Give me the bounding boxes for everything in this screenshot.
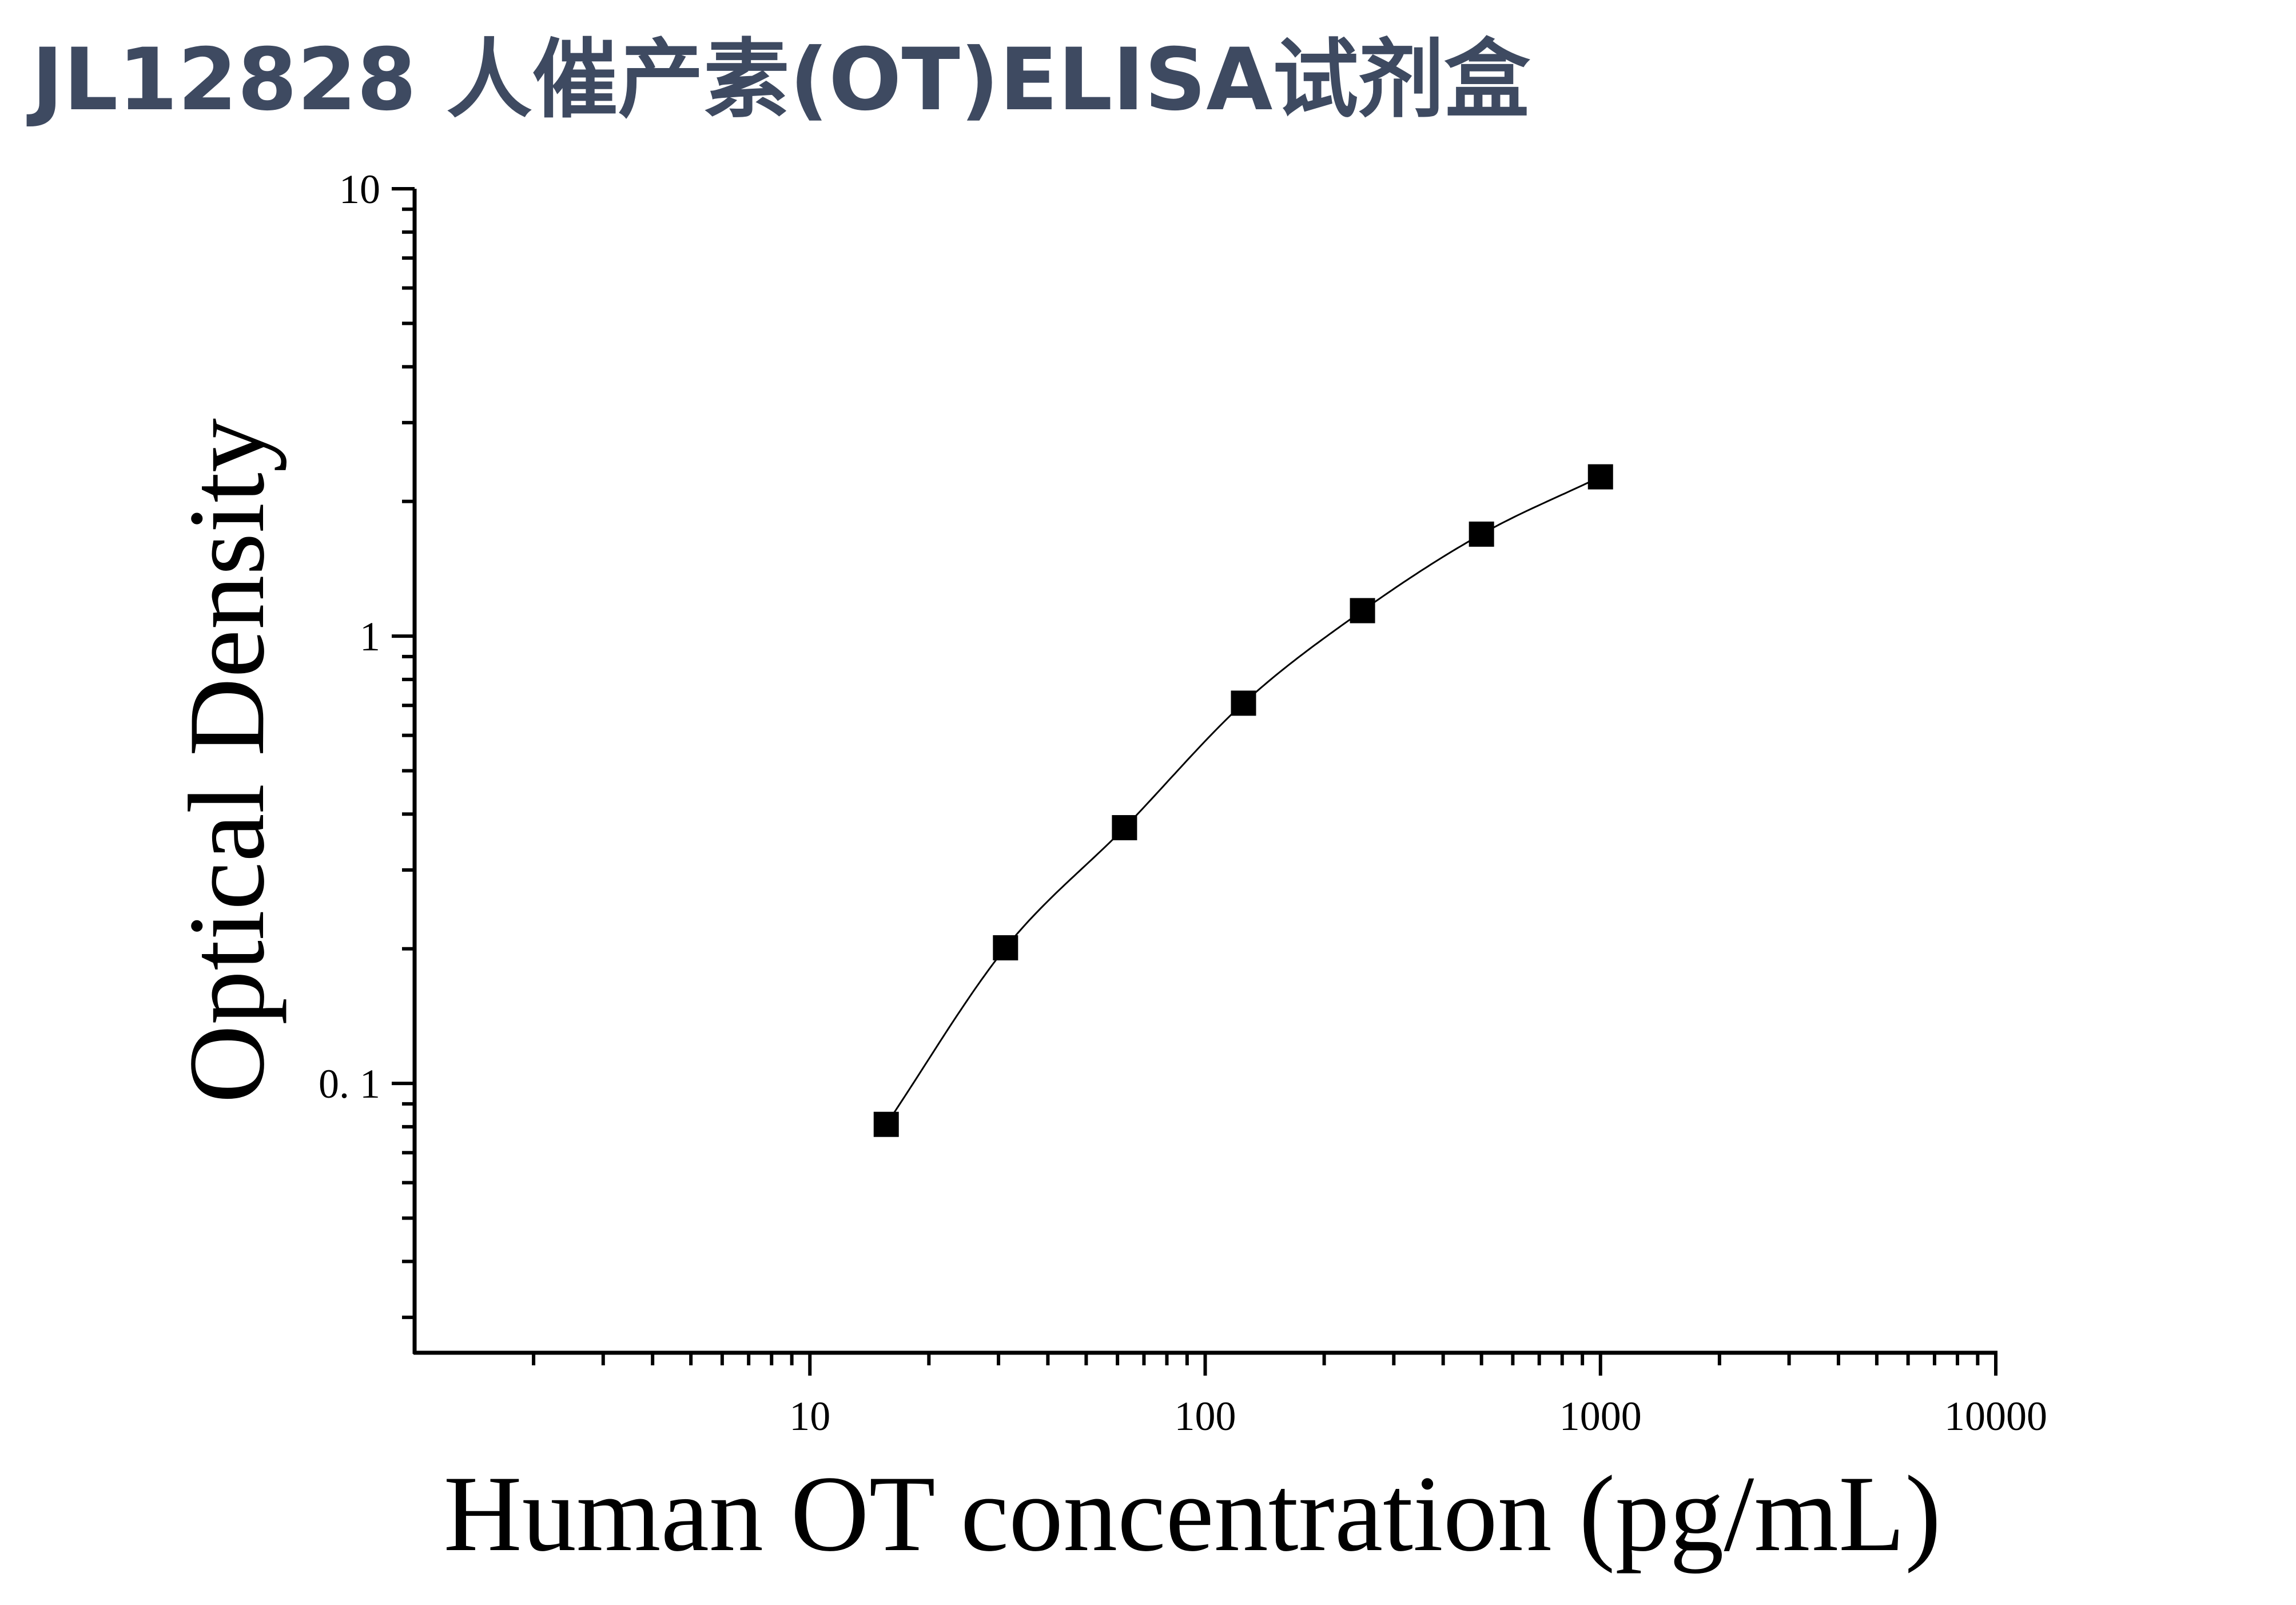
x-tick-label: 10 bbox=[789, 1393, 830, 1439]
fit-curve-layer bbox=[885, 476, 1601, 1125]
data-point bbox=[1469, 521, 1494, 547]
x-axis-title: Human OT concentration (pg/mL) bbox=[444, 1454, 1941, 1574]
data-point bbox=[1350, 598, 1375, 623]
data-point bbox=[993, 935, 1018, 961]
data-point bbox=[873, 1111, 899, 1137]
x-tick-label: 100 bbox=[1175, 1393, 1236, 1439]
tick-labels-layer: 10 100 1000 10000 0. 1 1 10 bbox=[319, 166, 2047, 1439]
y-tick-label: 10 bbox=[339, 166, 380, 212]
fit-curve bbox=[885, 476, 1601, 1125]
data-point bbox=[1112, 815, 1137, 841]
y-tick-label: 0. 1 bbox=[319, 1061, 380, 1107]
data-points-layer bbox=[873, 464, 1613, 1137]
x-tick-label: 10000 bbox=[1944, 1393, 2047, 1439]
axes bbox=[392, 187, 1997, 1376]
y-axis-title: Optical Density bbox=[167, 418, 287, 1103]
x-tick-label: 1000 bbox=[1559, 1393, 1642, 1439]
data-point bbox=[1231, 690, 1256, 716]
y-tick-label: 1 bbox=[360, 614, 380, 660]
data-point bbox=[1587, 464, 1613, 490]
page-title: JL12828 人催产素(OT)ELISA试剂盒 bbox=[31, 30, 1530, 130]
